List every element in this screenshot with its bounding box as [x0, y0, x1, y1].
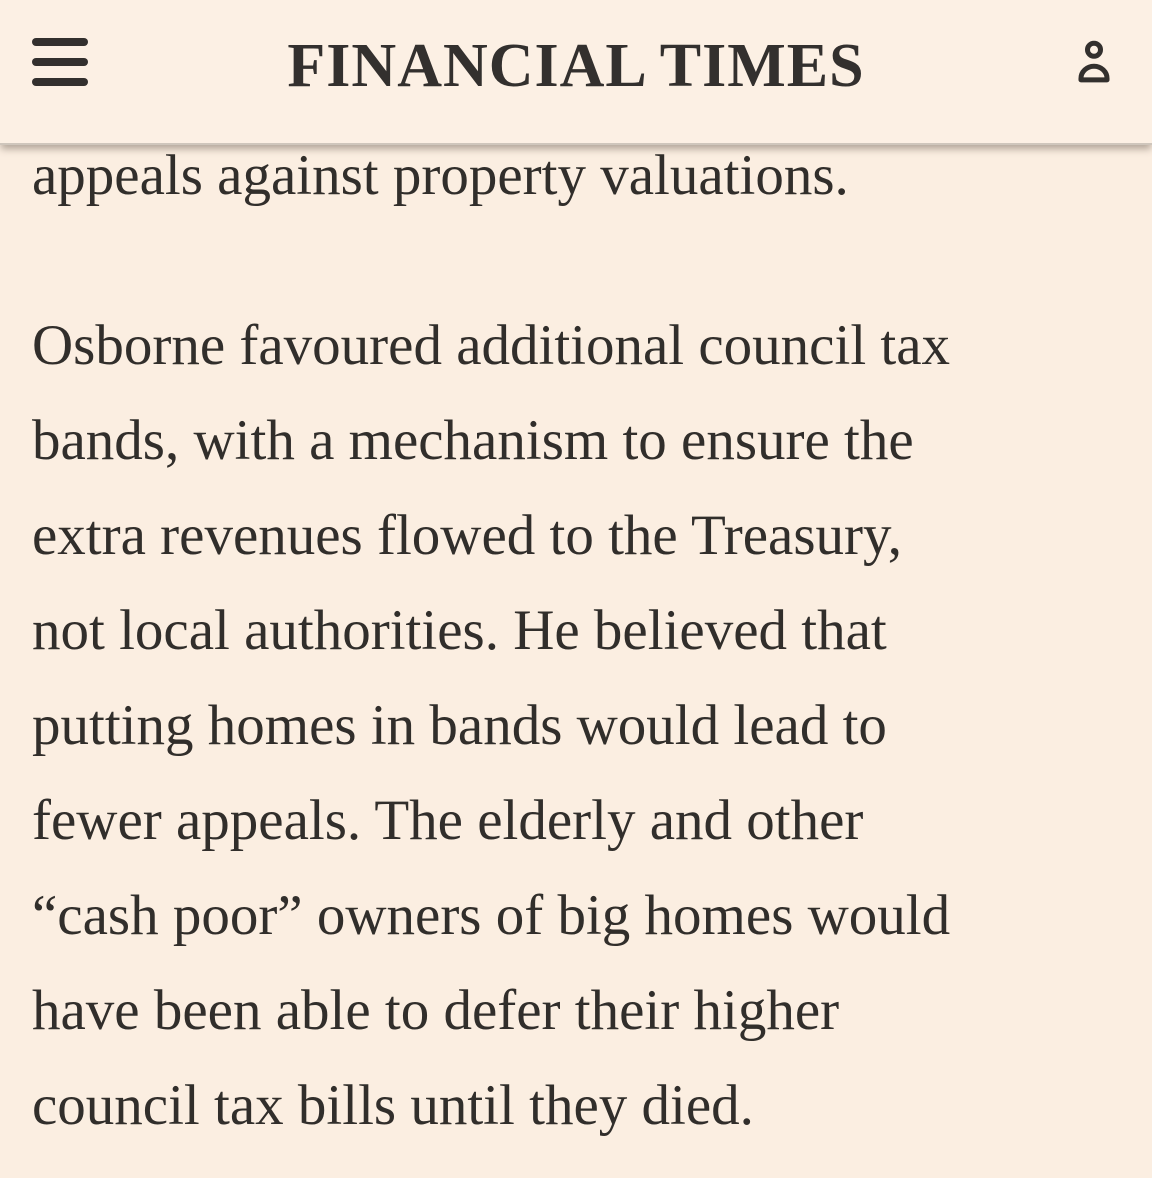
article-text-line: Osborne favoured additional council tax	[32, 314, 951, 377]
app-header: FINANCIAL TIMES	[0, 0, 1152, 145]
article-text-line: putting homes in bands would lead to	[32, 694, 887, 757]
article-text-line: have been able to defer their higher	[32, 979, 840, 1042]
article-text-line: bands, with a mechanism to ensure the	[32, 409, 914, 472]
hamburger-bar	[32, 78, 88, 86]
article-text-line: extra revenues flowed to the Treasury,	[32, 504, 903, 567]
article-text-line: fewer appeals. The elderly and other	[32, 789, 864, 852]
article-text-line: council tax bills until they died.	[32, 1074, 754, 1137]
article-paragraph: Osborne favoured additional council tax …	[32, 298, 1120, 1153]
article-content: appeals against property valuations. Osb…	[32, 144, 1120, 1153]
hamburger-bar	[32, 38, 88, 46]
article-text-line: not local authorities. He believed that	[32, 599, 887, 662]
article-text-line: appeals against property valuations.	[32, 144, 849, 207]
masthead-title: FINANCIAL TIMES	[287, 32, 865, 100]
hamburger-bar	[32, 58, 88, 66]
menu-button[interactable]	[32, 38, 88, 86]
account-button[interactable]	[1070, 34, 1118, 90]
article-text-line: “cash poor” owners of big homes would	[32, 884, 951, 947]
